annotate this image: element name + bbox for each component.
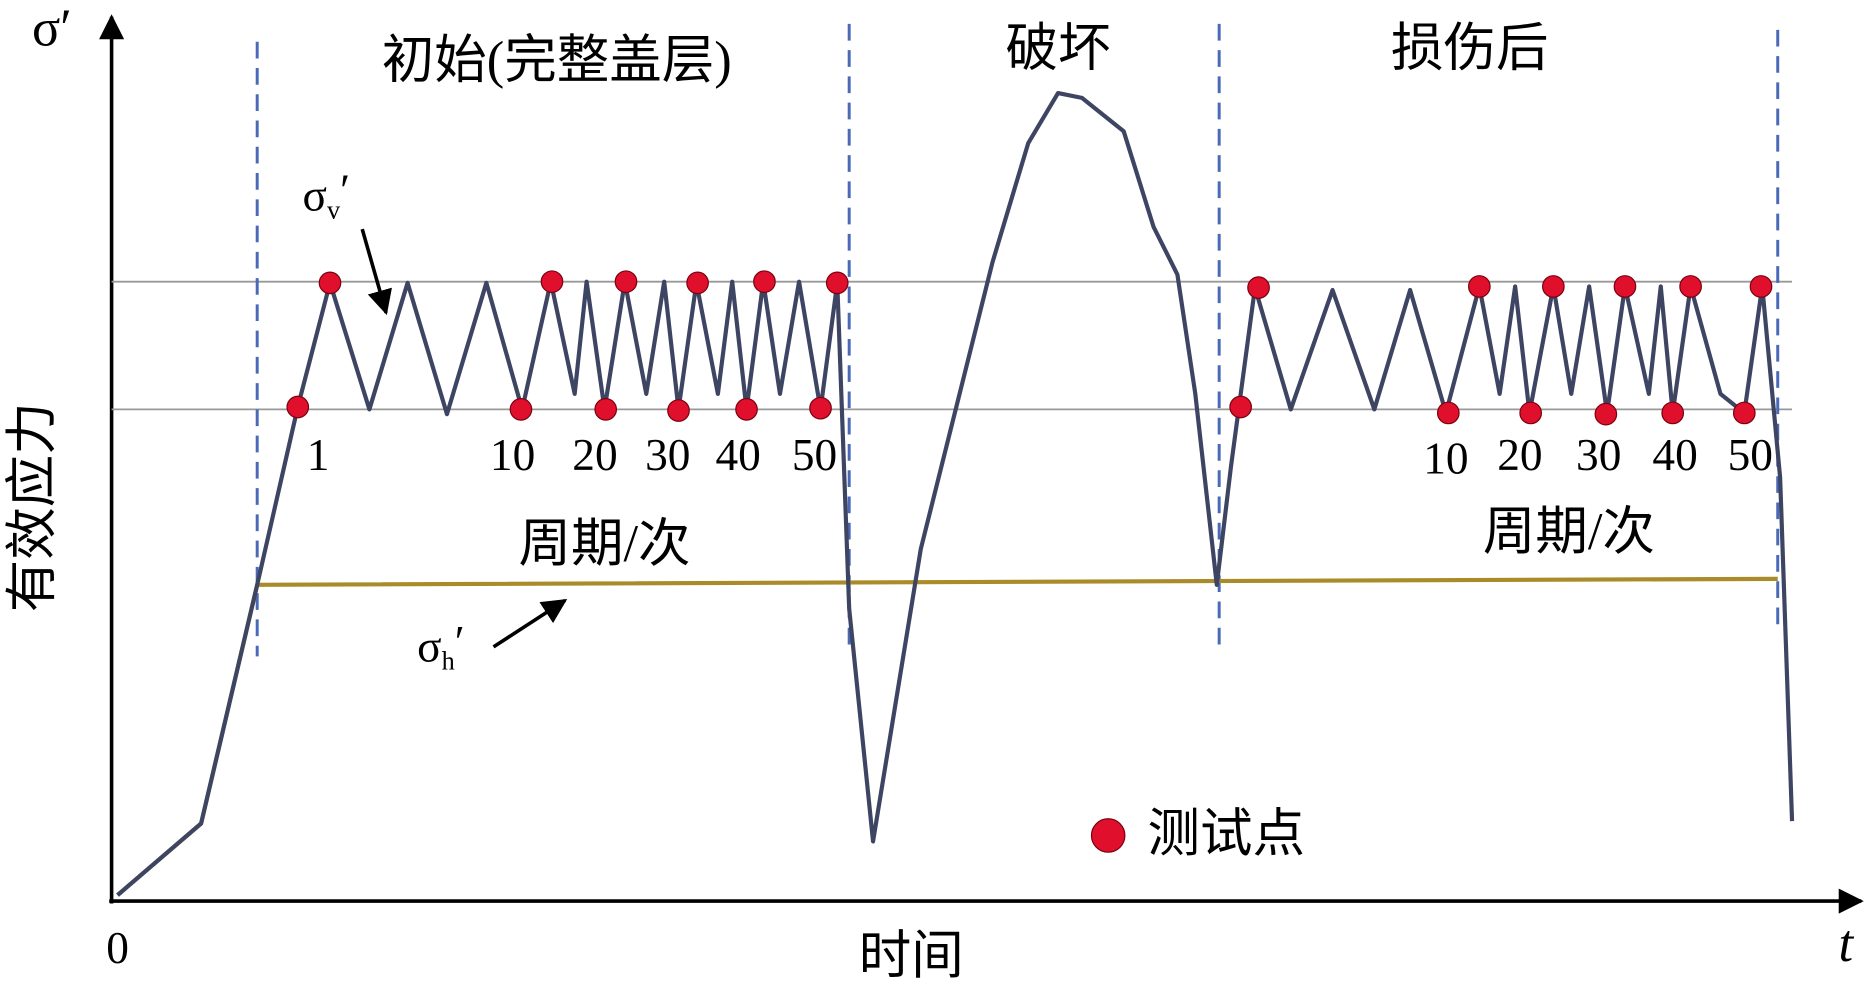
legend-label: 测试点 <box>1148 805 1306 863</box>
phase-dividers <box>255 23 1780 657</box>
cycle-label: 50 <box>1728 430 1773 480</box>
cycle-label: 30 <box>645 430 690 480</box>
sigma-v-label: σv′ <box>303 166 351 224</box>
prime: ′ <box>340 166 350 216</box>
x-symbol: t <box>1838 915 1854 973</box>
cycle-label: 30 <box>1576 430 1621 480</box>
symbol: σ <box>417 622 441 672</box>
origin-label: 0 <box>106 923 129 973</box>
subscript: v <box>327 195 341 224</box>
test-points <box>286 270 1773 426</box>
cycle-label: 10 <box>490 430 535 480</box>
y-axis-label: 有效应力 <box>4 402 62 612</box>
phase-title: 初始(完整盖层) <box>382 32 732 90</box>
legend-marker <box>1090 818 1126 853</box>
subscript: h <box>442 647 455 676</box>
cycle-label: 10 <box>1423 433 1468 483</box>
cycle-caption: 周期/次 <box>1483 503 1655 561</box>
sigma-h-arrow <box>492 598 568 649</box>
sigma-v-curve <box>116 91 1795 897</box>
y-symbol: σ′ <box>32 0 72 57</box>
cycle-label: 20 <box>572 430 617 480</box>
cycle-label: 40 <box>1652 430 1697 480</box>
phase-title: 损伤后 <box>1391 20 1549 78</box>
sigma-h-label: σh′ <box>417 617 464 675</box>
cycle-label: 1 <box>307 430 330 480</box>
cycle-labels: 1 10 20 30 40 50 10 20 30 40 50 <box>307 430 1773 484</box>
sigma-v-arrow <box>360 228 392 316</box>
cycle-label: 40 <box>716 430 761 480</box>
cycle-label: 50 <box>792 430 837 480</box>
x-axis-label: 时间 <box>859 927 964 985</box>
sigma-h-curve <box>116 576 1778 897</box>
cycle-caption: 周期/次 <box>518 515 690 573</box>
phase-title: 破坏 <box>1006 20 1111 78</box>
cycle-label: 20 <box>1497 430 1542 480</box>
prime: ′ <box>455 617 465 667</box>
symbol: σ <box>303 171 327 221</box>
